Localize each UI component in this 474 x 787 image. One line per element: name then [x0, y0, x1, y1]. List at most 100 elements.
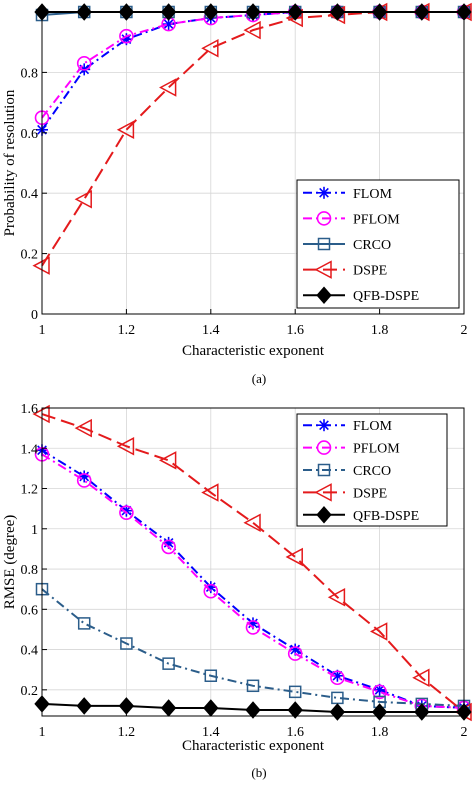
legend-label: CRCO: [353, 464, 391, 479]
data-point-qfb-dspe: [245, 701, 261, 719]
series-line-crco: [41, 588, 465, 707]
x-tick-label: 1: [39, 323, 46, 338]
legend-label: CRCO: [353, 238, 391, 253]
data-point-dspe: [285, 547, 303, 567]
x-tick-label: 2: [461, 323, 468, 338]
data-point-dspe: [243, 20, 261, 40]
y-axis-label: RMSE (degree): [2, 515, 18, 610]
data-point-pflom: [203, 583, 219, 599]
x-tick-label: 1.2: [118, 725, 136, 740]
legend-marker: [318, 419, 330, 432]
data-point-crco: [77, 617, 91, 630]
legend: FLOM PFLOM CRCO DSPE QFB-DSPE: [296, 179, 460, 309]
legend-marker: [316, 286, 332, 304]
legend-label: DSPE: [353, 264, 387, 279]
legend-label: QFB-DSPE: [353, 289, 419, 304]
y-tick-label: 1.6: [21, 402, 39, 417]
legend-marker: [316, 211, 332, 226]
y-tick-label: 0.2: [21, 248, 39, 263]
data-point-dspe: [159, 78, 177, 97]
data-point-crco: [204, 669, 218, 682]
y-tick-label: 0.2: [21, 684, 39, 699]
x-tick-label: 2: [461, 725, 468, 740]
y-tick-label: 1.2: [21, 483, 39, 498]
data-point-pflom: [119, 505, 134, 520]
x-axis-label: Characteristic exponent: [182, 343, 325, 359]
legend-marker: [314, 483, 332, 502]
legend-item-crco: CRCO: [303, 463, 391, 479]
legend-marker: [316, 506, 332, 524]
data-point-qfb-dspe: [287, 701, 303, 719]
y-tick-label: 1: [31, 523, 38, 538]
data-point-dspe: [327, 587, 346, 607]
legend-item-pflom: PFLOM: [303, 211, 400, 227]
legend-item-dspe: DSPE: [303, 483, 387, 502]
data-point-pflom: [76, 56, 92, 71]
legend-label: FLOM: [353, 419, 392, 434]
x-axis-label: Characteristic exponent: [182, 738, 325, 754]
data-point-dspe: [370, 622, 388, 641]
legend-item-dspe: DSPE: [303, 260, 387, 279]
data-point-pflom: [287, 646, 303, 661]
data-point-crco: [120, 637, 133, 650]
data-point-dspe: [412, 668, 430, 688]
chart-panel-1: 1 1.2 1.4 1.6 1.8 20.20.40.60.811.21.41.6Char…: [2, 402, 472, 780]
legend-marker: [314, 260, 332, 279]
y-tick-label: 0: [31, 308, 38, 323]
legend-marker: [318, 186, 330, 199]
series-line-pflom: [41, 453, 465, 709]
y-tick-label: 0.8: [21, 66, 39, 81]
y-tick-label: 0.6: [21, 127, 39, 142]
y-tick-label: 0.4: [21, 644, 39, 659]
data-point-dspe: [116, 120, 135, 140]
legend-item-qfb-dspe: QFB-DSPE: [303, 286, 419, 304]
data-point-pflom: [161, 539, 176, 555]
x-tick-label: 1.8: [371, 323, 389, 338]
y-tick-label: 1.4: [21, 442, 39, 457]
legend-marker: [317, 237, 331, 251]
legend-label: PFLOM: [353, 442, 400, 457]
data-point-dspe: [201, 38, 219, 58]
y-axis-label: Probability of resolution: [2, 89, 18, 236]
x-tick-label: 1.8: [371, 725, 389, 740]
data-point-pflom: [372, 684, 387, 700]
axes-frame: [41, 11, 465, 315]
legend-label: QFB-DSPE: [353, 509, 419, 524]
legend-marker: [317, 463, 331, 477]
legend: FLOM PFLOM CRCO DSPE QFB-DSPE: [296, 413, 448, 527]
figure-caption: (a): [252, 371, 266, 386]
data-point-pflom: [245, 620, 261, 635]
data-point-dspe: [201, 483, 219, 502]
legend-marker: [316, 440, 332, 455]
y-tick-label: 0.8: [21, 563, 39, 578]
x-tick-label: 1: [39, 725, 46, 740]
data-point-dspe: [74, 418, 92, 438]
legend-item-pflom: PFLOM: [303, 440, 400, 457]
x-tick-label: 1.4: [202, 323, 220, 338]
axes-frame: [41, 407, 465, 717]
x-tick-label: 1.4: [202, 725, 220, 740]
data-point-crco: [246, 679, 260, 693]
y-tick-label: 0.6: [21, 603, 39, 618]
data-point-pflom: [76, 473, 92, 488]
legend-item-crco: CRCO: [303, 237, 391, 253]
data-point-qfb-dspe: [76, 697, 92, 715]
y-tick-label: 0.4: [21, 187, 39, 202]
legend-label: FLOM: [353, 187, 392, 202]
data-point-crco: [162, 657, 175, 670]
data-point-dspe: [243, 513, 261, 532]
series-line-dspe: [41, 413, 465, 713]
x-tick-label: 1.6: [286, 725, 304, 740]
data-point-dspe: [74, 189, 92, 209]
x-tick-label: 1.6: [286, 323, 304, 338]
data-point-dspe: [159, 451, 177, 470]
x-tick-label: 1.2: [118, 323, 136, 338]
legend-item-flom: FLOM: [303, 186, 392, 202]
data-point-pflom: [330, 670, 345, 686]
data-point-crco: [288, 685, 302, 699]
legend-item-qfb-dspe: QFB-DSPE: [303, 506, 419, 524]
data-point-pflom: [119, 28, 134, 44]
legend-label: DSPE: [353, 486, 387, 501]
